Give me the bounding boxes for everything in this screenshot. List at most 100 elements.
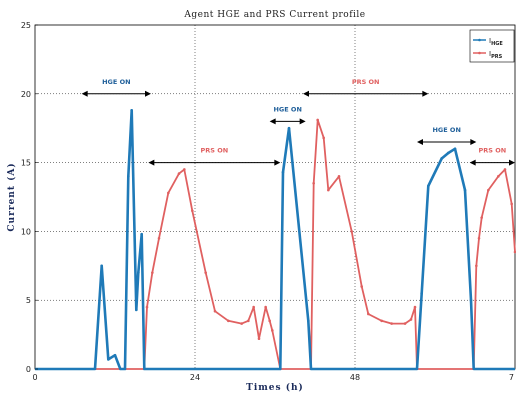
data-point-prs xyxy=(167,191,170,195)
y-axis-label: Current (A) xyxy=(6,162,17,231)
data-point-hge xyxy=(135,308,138,312)
arrowhead-right-icon xyxy=(470,138,477,145)
data-point-hge xyxy=(107,358,110,361)
data-point-prs xyxy=(350,230,353,233)
arrowhead-left-icon xyxy=(148,159,155,166)
data-point-prs xyxy=(183,168,186,171)
arrowhead-right-icon xyxy=(509,159,515,166)
data-point-hge xyxy=(453,147,457,151)
data-point-prs xyxy=(268,319,271,323)
data-point-prs xyxy=(475,264,478,268)
data-point-prs xyxy=(477,236,481,240)
data-point-hge xyxy=(281,170,285,174)
data-point-prs xyxy=(367,312,370,316)
x-axis-label: Times (h) xyxy=(246,382,304,393)
x-tick-label: 24 xyxy=(190,373,200,382)
legend-box xyxy=(469,29,515,63)
data-point-prs xyxy=(497,175,500,178)
data-point-prs xyxy=(327,188,330,192)
annotation-label: PRS ON xyxy=(352,78,380,86)
series-layer xyxy=(35,109,516,371)
series-line-hge xyxy=(35,109,515,371)
annotation-1: PRS ON xyxy=(148,147,281,166)
grid-lines xyxy=(35,25,515,369)
annotation-3: PRS ON xyxy=(303,78,429,97)
y-tick-label: 15 xyxy=(21,159,31,168)
arrowhead-left-icon xyxy=(81,90,88,97)
arrowhead-right-icon xyxy=(145,90,151,97)
annotation-label: PRS ON xyxy=(478,147,506,155)
x-tick-label: 48 xyxy=(350,373,360,382)
data-point-hge xyxy=(427,184,430,188)
data-point-prs xyxy=(257,337,261,341)
arrowhead-left-icon xyxy=(469,159,476,166)
plot-frame xyxy=(34,24,516,370)
data-point-prs xyxy=(252,305,255,309)
annotations-layer: HGE ON PRS ON HGE ON PRS ON HGE ON PRS ON xyxy=(81,78,515,166)
data-point-prs xyxy=(487,188,490,192)
data-point-hge xyxy=(463,188,467,192)
x-tick-label: 0 xyxy=(32,373,37,382)
y-tick-label: 0 xyxy=(26,365,31,374)
data-point-prs xyxy=(510,202,513,206)
y-tick-label: 5 xyxy=(26,296,31,305)
arrowhead-left-icon xyxy=(269,118,276,125)
annotation-label: HGE ON xyxy=(102,78,130,86)
data-point-hge xyxy=(140,232,143,236)
data-point-prs xyxy=(157,236,161,240)
arrowhead-left-icon xyxy=(303,90,309,97)
legend-label-prs: IPRS xyxy=(489,50,503,60)
data-point-prs xyxy=(191,209,194,213)
arrowhead-left-icon xyxy=(417,138,423,145)
arrowhead-right-icon xyxy=(274,159,281,166)
data-point-hge xyxy=(130,109,133,112)
legend-label-main: I xyxy=(489,50,491,58)
legend-label-main: I xyxy=(489,37,491,45)
arrowhead-right-icon xyxy=(299,118,306,125)
data-point-prs xyxy=(403,322,407,325)
data-point-hge xyxy=(127,175,130,178)
legend-label-hge: IHGE xyxy=(489,37,503,47)
data-point-hge xyxy=(137,271,140,274)
data-point-hge xyxy=(420,292,423,295)
data-point-prs xyxy=(480,216,483,219)
y-tick-label: 25 xyxy=(21,21,31,30)
data-point-prs xyxy=(322,136,325,140)
data-point-hge xyxy=(447,151,450,155)
data-point-prs xyxy=(337,175,341,178)
data-point-prs xyxy=(145,305,149,309)
annotation-5: PRS ON xyxy=(469,147,515,166)
legend-marker xyxy=(478,51,481,55)
annotation-0: HGE ON xyxy=(81,78,151,97)
data-point-prs xyxy=(380,319,383,323)
legend-label-sub: HGE xyxy=(491,41,503,47)
data-point-prs xyxy=(227,319,230,323)
legend-label-sub: PRS xyxy=(491,54,503,60)
annotation-label: HGE ON xyxy=(273,105,301,113)
data-point-hge xyxy=(469,298,473,302)
data-point-prs xyxy=(503,168,507,171)
data-point-hge xyxy=(440,157,443,160)
annotation-label: PRS ON xyxy=(200,147,228,155)
annotation-2: HGE ON xyxy=(269,105,306,125)
legend-marker xyxy=(478,38,481,42)
arrowhead-right-icon xyxy=(422,90,429,97)
data-point-prs xyxy=(264,305,267,309)
data-point-prs xyxy=(360,285,363,288)
tick-labels: 0 5 10 15 20 25 0 24 48 7 xyxy=(21,21,514,382)
data-point-prs xyxy=(240,322,243,325)
annotation-4: HGE ON xyxy=(417,126,477,145)
y-tick-label: 20 xyxy=(21,90,31,99)
data-point-prs xyxy=(312,181,315,185)
x-tick-label: 7 xyxy=(509,373,514,382)
data-point-prs xyxy=(409,318,413,321)
data-point-prs xyxy=(271,329,274,332)
data-point-prs xyxy=(151,271,154,274)
data-point-prs xyxy=(177,172,181,175)
series-line-prs xyxy=(35,119,516,370)
chart-title: Agent HGE and PRS Current profile xyxy=(183,10,365,20)
data-point-prs xyxy=(213,309,217,313)
data-point-prs xyxy=(204,271,207,274)
